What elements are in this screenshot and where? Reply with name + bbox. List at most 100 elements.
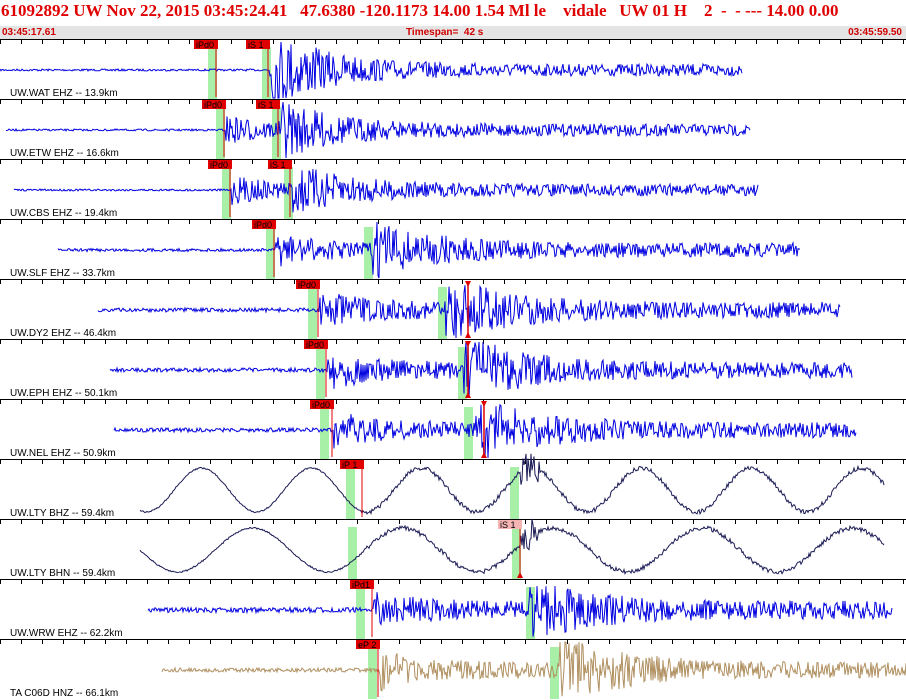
trace-row[interactable]: iP 1 UW.LTY BHZ -- 59.4km: [0, 453, 906, 519]
waveform: [57, 221, 801, 279]
pick-label: iPd0: [204, 100, 222, 110]
trace-row[interactable]: iPd1 UW.WRW EHZ -- 62.2km: [0, 579, 906, 639]
waveform: [139, 453, 885, 516]
pick-flag[interactable]: iPd0: [304, 340, 328, 350]
pick-label: eP 2: [358, 640, 376, 650]
waveform: [139, 518, 885, 576]
trace-row[interactable]: iPd0 iS 1 UW.ETW EHZ -- 16.6km: [0, 99, 906, 159]
station-label: UW.EPH EHZ -- 50.1km: [10, 388, 117, 399]
trace-row[interactable]: iPd0 UW.NEL EHZ -- 50.9km: [0, 399, 906, 459]
seismogram-panel[interactable]: iPd0 iS 1 UW.WAT EHZ -- 13.9km iPd0 iS 1 UW.E…: [0, 39, 906, 700]
pick-window: [208, 47, 217, 99]
pick-flag[interactable]: iS 1: [268, 160, 292, 170]
station-label: UW.SLF EHZ -- 33.7km: [10, 268, 115, 279]
pick-flag[interactable]: iP 1: [340, 460, 364, 470]
waveform: [5, 101, 751, 159]
trace-row[interactable]: iPd0 UW.SLF EHZ -- 33.7km: [0, 219, 906, 279]
pick-window: [222, 167, 231, 219]
pick-window: [348, 527, 357, 579]
pick-window: [526, 587, 535, 639]
pick-flag-box: [252, 220, 276, 229]
pick-label: iP 1: [342, 460, 357, 470]
pick-label: iS 1: [248, 40, 264, 50]
time-band: 03:45:17.61 Timespan= 42 s 03:45:59.50: [0, 26, 906, 39]
pick-label: iS 1: [270, 160, 286, 170]
trace-row[interactable]: iPd0 iS 1 UW.CBS EHZ -- 19.4km: [0, 159, 906, 219]
pick-flag-box: [246, 40, 270, 49]
pick-marker-icon: [517, 572, 523, 578]
pick-label: iPd0: [298, 280, 316, 290]
pick-window: [320, 407, 329, 459]
pick-window: [364, 227, 373, 279]
timespan-label: Timespan= 42 s: [406, 27, 484, 38]
pick-flag-box: [498, 520, 522, 529]
pick-flag-box: [194, 40, 218, 49]
pick-flag[interactable]: iPd0: [296, 280, 320, 290]
pick-flag-box: [202, 100, 226, 109]
pick-window: [316, 347, 325, 399]
pick-flag-box: [356, 640, 380, 649]
pick-window: [216, 107, 225, 159]
pick-flag-box: [208, 160, 232, 169]
waveform: [97, 284, 841, 339]
pick-flag[interactable]: iPd0: [208, 160, 232, 170]
pick-label: iS 1: [258, 100, 274, 110]
pick-marker-icon: [465, 392, 471, 398]
pick-window: [262, 47, 271, 99]
pick-flag[interactable]: iS 1: [256, 100, 280, 110]
pick-marker-icon: [481, 452, 487, 458]
waveform: [161, 641, 906, 697]
waveform: [109, 341, 853, 399]
station-label: UW.NEL EHZ -- 50.9km: [10, 448, 116, 459]
pick-flag-box: [256, 100, 280, 109]
pick-label: iPd0: [254, 220, 272, 230]
trace-row[interactable]: iPd0 UW.EPH EHZ -- 50.1km: [0, 339, 906, 399]
pick-flag[interactable]: iS 1: [498, 520, 522, 530]
pick-window: [550, 647, 559, 699]
station-label: UW.ETW EHZ -- 16.6km: [10, 148, 119, 159]
pick-window: [512, 527, 521, 579]
station-label: UW.DY2 EHZ -- 46.4km: [10, 328, 116, 339]
pick-flag[interactable]: iPd1: [350, 580, 374, 590]
pick-label: iPd0: [306, 340, 324, 350]
event-title: 61092892 UW Nov 22, 2015 03:45:24.41 47.…: [1, 1, 839, 20]
pick-marker-icon: [465, 281, 471, 287]
pick-marker-icon: [481, 401, 487, 407]
trace-row[interactable]: eP 2 TA C06D HNZ -- 66.1km: [0, 639, 906, 699]
pick-flag-box: [350, 580, 374, 589]
pick-flag-box: [310, 400, 334, 409]
end-time: 03:45:59.50: [848, 27, 902, 38]
pick-label: iS 1: [500, 520, 516, 530]
pick-flag[interactable]: iS 1: [246, 40, 270, 50]
pick-flag-box: [340, 460, 364, 469]
pick-window: [368, 647, 377, 699]
waveform: [113, 403, 857, 459]
pick-label: iPd0: [196, 40, 214, 50]
pick-window: [356, 587, 365, 639]
pick-window: [308, 287, 317, 339]
pick-flag[interactable]: iPd0: [252, 220, 276, 230]
pick-window: [346, 467, 355, 519]
waveform: [13, 169, 759, 213]
trace-row[interactable]: iS 1 UW.LTY BHN -- 59.4km: [0, 518, 906, 579]
pick-flag[interactable]: iPd0: [310, 400, 334, 410]
pick-window: [438, 287, 447, 339]
trace-row[interactable]: iPd0 UW.DY2 EHZ -- 46.4km: [0, 279, 906, 339]
pick-flag[interactable]: iPd0: [194, 40, 218, 50]
pick-label: iPd1: [352, 580, 370, 590]
pick-flag-box: [296, 280, 320, 289]
pick-window: [266, 227, 275, 279]
trace-row[interactable]: iPd0 iS 1 UW.WAT EHZ -- 13.9km: [0, 39, 906, 99]
pick-label: iPd0: [210, 160, 228, 170]
station-label: UW.WRW EHZ -- 62.2km: [10, 628, 123, 639]
pick-marker-icon: [465, 332, 471, 338]
pick-flag-box: [268, 160, 292, 169]
station-label: UW.CBS EHZ -- 19.4km: [10, 208, 117, 219]
pick-flag[interactable]: iPd0: [202, 100, 226, 110]
pick-flag[interactable]: eP 2: [356, 640, 380, 650]
pick-flag-box: [304, 340, 328, 349]
pick-label: iPd0: [312, 400, 330, 410]
event-header: 61092892 UW Nov 22, 2015 03:45:24.41 47.…: [0, 0, 906, 26]
waveform: [147, 585, 893, 637]
pick-marker-icon: [465, 341, 471, 347]
